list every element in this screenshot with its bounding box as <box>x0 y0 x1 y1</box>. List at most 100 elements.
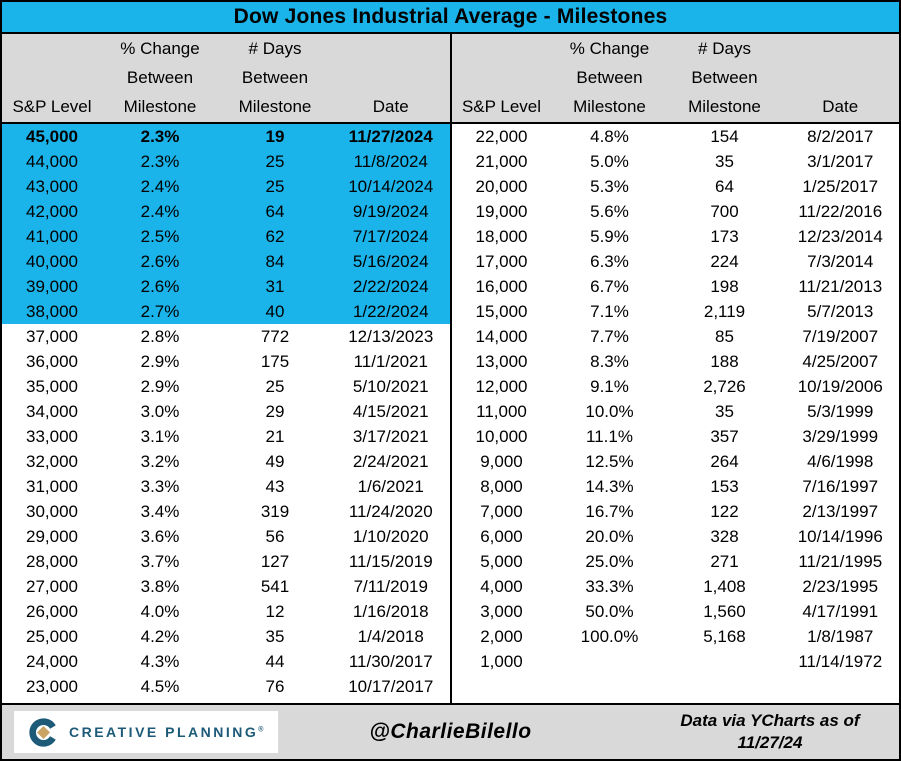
table-cell: 85 <box>715 326 734 346</box>
column-header-num-days: # Days Between Milestone <box>668 34 782 122</box>
table-cell: 153 <box>710 476 739 496</box>
table-cell: 29,000 <box>26 526 78 546</box>
footer: CREATIVE PLANNING® @CharlieBilello Data … <box>2 705 899 759</box>
table-cell: 14.3% <box>585 476 634 496</box>
table-cell: 5/10/2021 <box>352 376 429 396</box>
table-cell: 36,000 <box>26 351 78 371</box>
table-cell: 2/23/1995 <box>802 576 879 596</box>
brand-name: CREATIVE PLANNING® <box>69 724 264 740</box>
table-cell: 11/21/2013 <box>798 276 883 296</box>
table-cell: 8.3% <box>590 351 629 371</box>
table-row: 35,000 2.9% 25 5/10/2021 <box>2 374 450 399</box>
registered-mark: ® <box>258 726 264 734</box>
table-row: 9,000 12.5% 264 4/6/1998 <box>452 449 900 474</box>
table-cell: 62 <box>265 226 285 246</box>
table-cell: 6.7% <box>590 276 629 296</box>
table-cell: 25 <box>265 376 285 396</box>
table-cell: 42,000 <box>26 201 78 221</box>
table-cell: 9,000 <box>480 451 523 471</box>
table-row: 5,000 25.0% 271 11/21/1995 <box>452 549 900 574</box>
table-cell: 2.4% <box>140 176 180 196</box>
table-cell: 20,000 <box>475 176 528 196</box>
column-header-label: Milestone <box>573 97 646 116</box>
table-row: 37,000 2.8% 772 12/13/2023 <box>2 324 450 349</box>
table-cell: 1,000 <box>480 651 523 671</box>
table-cell: 8,000 <box>480 476 523 496</box>
table-cell: 50.0% <box>585 601 634 621</box>
table-row: 20,000 5.3% 64 1/25/2017 <box>452 174 900 199</box>
table-cell: 33.3% <box>585 576 634 596</box>
table-cell: 2.9% <box>140 376 180 396</box>
table-cell: 34,000 <box>26 401 78 421</box>
table-row: 33,000 3.1% 21 3/17/2021 <box>2 424 450 449</box>
table-cell: 2,000 <box>480 626 523 646</box>
table-cell: 7/11/2019 <box>353 576 428 596</box>
table-cell: 173 <box>710 226 739 246</box>
table-row: 11,000 10.0% 35 5/3/1999 <box>452 399 900 424</box>
table-cell: 5.6% <box>590 201 629 221</box>
table-cell: 23,000 <box>26 676 78 696</box>
table-cell: 44,000 <box>26 151 78 171</box>
table-row: 2,000 100.0% 5,168 1/8/1987 <box>452 624 900 649</box>
table-cell: 9.1% <box>590 376 629 396</box>
table-cell: 35 <box>715 151 734 171</box>
table-cell: 4.8% <box>590 126 629 146</box>
table-cell: 2.8% <box>140 326 180 346</box>
table-cell: 7.1% <box>590 301 629 321</box>
column-header-label: Between <box>691 68 758 87</box>
table-row: 10,000 11.1% 357 3/29/1999 <box>452 424 900 449</box>
table-cell: 3.3% <box>140 476 180 496</box>
table-cell: 43,000 <box>26 176 78 196</box>
table-cell: 4/6/1998 <box>807 451 874 471</box>
table-cell: 7/3/2014 <box>807 251 874 271</box>
table-cell: 11/22/2016 <box>798 201 883 221</box>
table-cell: 31 <box>265 276 285 296</box>
table-left-body: 45,000 2.3% 19 11/27/2024 44,000 2.3% 25 11/8/2… <box>2 124 450 703</box>
table-cell: 4.2% <box>140 626 180 646</box>
table-cell: 4.0% <box>140 601 180 621</box>
table-cell: 122 <box>710 501 739 521</box>
table-cell: 56 <box>265 526 285 546</box>
table-left: S&P Level % Change Between Milestone # D… <box>2 34 450 703</box>
table-cell: 175 <box>260 351 290 371</box>
table-row: 3,000 50.0% 1,560 4/17/1991 <box>452 599 900 624</box>
table-row: 8,000 14.3% 153 7/16/1997 <box>452 474 900 499</box>
table-cell: 2/22/2024 <box>352 276 429 296</box>
table-left-header: S&P Level % Change Between Milestone # D… <box>2 34 450 124</box>
table-cell: 24,000 <box>26 651 78 671</box>
tables-area: S&P Level % Change Between Milestone # D… <box>2 34 899 705</box>
table-row: 23,000 4.5% 76 10/17/2017 <box>2 674 450 699</box>
table-row: 31,000 3.3% 43 1/6/2021 <box>2 474 450 499</box>
table-cell: 7/16/1997 <box>802 476 879 496</box>
table-row: 18,000 5.9% 173 12/23/2014 <box>452 224 900 249</box>
table-cell: 31,000 <box>26 476 78 496</box>
table-cell: 357 <box>710 426 739 446</box>
table-cell: 64 <box>715 176 734 196</box>
table-cell: 64 <box>265 201 285 221</box>
table-row: 17,000 6.3% 224 7/3/2014 <box>452 249 900 274</box>
table-cell: 25 <box>265 151 285 171</box>
table-cell: 11/1/2021 <box>353 351 428 371</box>
table-row: 43,000 2.4% 25 10/14/2024 <box>2 174 450 199</box>
table-cell: 21,000 <box>475 151 528 171</box>
column-header-label: Milestone <box>688 97 761 116</box>
table-cell: 11/14/1972 <box>798 651 883 671</box>
table-cell: 27,000 <box>26 576 78 596</box>
table-cell: 5.0% <box>590 151 629 171</box>
table-row: 32,000 3.2% 49 2/24/2021 <box>2 449 450 474</box>
table-cell: 11.1% <box>586 426 633 446</box>
table-cell: 1/16/2018 <box>352 601 429 621</box>
table-cell: 5,000 <box>480 551 523 571</box>
table-cell: 10/14/1996 <box>797 526 883 546</box>
table-cell: 5/16/2024 <box>352 251 429 271</box>
table-cell: 11,000 <box>476 401 527 421</box>
table-cell: 12/13/2023 <box>348 326 434 346</box>
table-cell: 3.1% <box>140 426 180 446</box>
table-row: 14,000 7.7% 85 7/19/2007 <box>452 324 900 349</box>
table-row: 28,000 3.7% 127 11/15/2019 <box>2 549 450 574</box>
table-cell: 12,000 <box>475 376 528 396</box>
table-cell <box>668 649 782 674</box>
table-cell: 76 <box>265 676 285 696</box>
table-row: 25,000 4.2% 35 1/4/2018 <box>2 624 450 649</box>
table-cell: 25.0% <box>585 551 634 571</box>
